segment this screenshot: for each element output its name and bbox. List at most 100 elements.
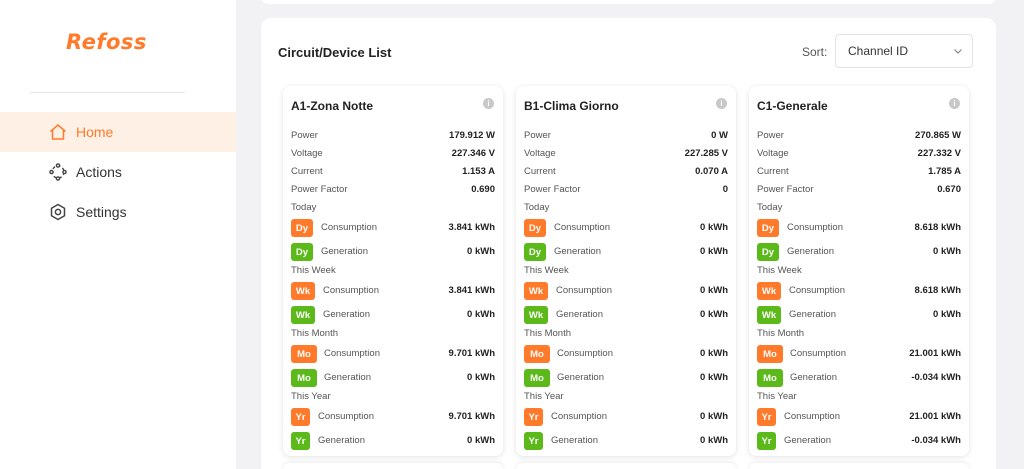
current-label: Current: [524, 166, 556, 177]
year-consumption-value: 9.701 kWh: [448, 411, 495, 422]
today-consumption-row: Dy Consumption 8.618 kWh: [757, 219, 961, 237]
power-factor-label: Power Factor: [757, 184, 814, 195]
power-row: Power 179.912 W: [291, 130, 495, 144]
current-label: Current: [757, 166, 789, 177]
power-value: 270.865 W: [915, 130, 961, 141]
year-generation-row: Yr Generation -0.034 kWh: [757, 432, 961, 450]
year-generation-row: Yr Generation 0 kWh: [291, 432, 495, 450]
month-generation-value: 0 kWh: [700, 372, 728, 383]
actions-icon: [49, 163, 67, 181]
power-factor-value: 0.690: [471, 184, 495, 195]
month-badge: Mo: [291, 345, 317, 363]
today-consumption-value: 8.618 kWh: [914, 222, 961, 233]
day-badge: Dy: [291, 219, 313, 237]
voltage-row: Voltage 227.346 V: [291, 148, 495, 162]
year-heading: This Year: [757, 391, 797, 402]
device-card-next[interactable]: [516, 463, 736, 469]
power-factor-row: Power Factor 0.670: [757, 184, 961, 198]
current-value: 0.070 A: [695, 166, 728, 177]
month-consumption-row: Mo Consumption 21.001 kWh: [757, 345, 961, 363]
today-consumption-value: 0 kWh: [700, 222, 728, 233]
current-value: 1.153 A: [462, 166, 495, 177]
today-generation-row: Dy Generation 0 kWh: [291, 243, 495, 261]
today-consumption-value: 3.841 kWh: [448, 222, 495, 233]
consumption-label: Consumption: [784, 411, 840, 422]
generation-label: Generation: [789, 309, 837, 320]
device-card[interactable]: B1-Clima Giorno i Power 0 W Voltage 227.28…: [516, 86, 736, 456]
year-generation-value: 0 kWh: [467, 435, 495, 446]
day-badge: Dy: [757, 243, 779, 261]
device-card[interactable]: A1-Zona Notte i Power 179.912 W Voltage 22…: [283, 86, 503, 456]
month-generation-row: Mo Generation 0 kWh: [291, 369, 495, 387]
week-heading: This Week: [757, 265, 802, 276]
month-generation-row: Mo Generation 0 kWh: [524, 369, 728, 387]
year-generation-value: 0 kWh: [700, 435, 728, 446]
day-badge: Dy: [757, 219, 779, 237]
generation-label: Generation: [790, 372, 838, 383]
week-badge: Wk: [757, 282, 781, 300]
year-heading: This Year: [524, 391, 564, 402]
generation-label: Generation: [321, 246, 369, 257]
week-badge: Wk: [757, 306, 781, 324]
week-consumption-row: Wk Consumption 3.841 kWh: [291, 282, 495, 300]
year-consumption-row: Yr Consumption 0 kWh: [524, 408, 728, 426]
power-factor-row: Power Factor 0.690: [291, 184, 495, 198]
home-icon: [50, 124, 66, 140]
info-icon[interactable]: i: [949, 98, 960, 109]
sidebar-item-actions[interactable]: Actions: [0, 152, 236, 192]
month-consumption-value: 0 kWh: [700, 348, 728, 359]
month-generation-value: -0.034 kWh: [911, 372, 961, 383]
year-generation-row: Yr Generation 0 kWh: [524, 432, 728, 450]
day-badge: Dy: [524, 219, 546, 237]
info-icon[interactable]: i: [483, 98, 494, 109]
device-card-next[interactable]: [283, 463, 503, 469]
consumption-label: Consumption: [551, 411, 607, 422]
power-row: Power 270.865 W: [757, 130, 961, 144]
info-icon[interactable]: i: [716, 98, 727, 109]
consumption-label: Consumption: [324, 348, 380, 359]
today-heading: Today: [524, 202, 550, 213]
power-value: 179.912 W: [449, 130, 495, 141]
device-card-next[interactable]: [749, 463, 969, 469]
settings-icon: [50, 203, 66, 221]
sort-select[interactable]: Channel ID: [835, 34, 973, 68]
top-panel: [261, 0, 996, 4]
week-generation-row: Wk Generation 0 kWh: [291, 306, 495, 324]
week-consumption-value: 3.841 kWh: [448, 285, 495, 296]
current-row: Current 1.153 A: [291, 166, 495, 180]
week-consumption-value: 0 kWh: [700, 285, 728, 296]
week-consumption-value: 8.618 kWh: [914, 285, 961, 296]
device-name: C1-Generale: [757, 99, 828, 113]
consumption-label: Consumption: [554, 222, 610, 233]
week-generation-value: 0 kWh: [933, 309, 961, 320]
current-row: Current 0.070 A: [524, 166, 728, 180]
device-name: A1-Zona Notte: [291, 99, 373, 113]
day-badge: Dy: [291, 243, 313, 261]
week-badge: Wk: [291, 306, 315, 324]
month-badge: Mo: [291, 369, 317, 387]
power-factor-value: 0: [722, 184, 728, 195]
device-card[interactable]: C1-Generale i Power 270.865 W Voltage 227.…: [749, 86, 969, 456]
sidebar-item-label: Home: [76, 124, 114, 140]
current-label: Current: [291, 166, 323, 177]
year-badge: Yr: [757, 408, 776, 426]
generation-label: Generation: [318, 435, 366, 446]
year-badge: Yr: [291, 408, 310, 426]
voltage-row: Voltage 227.285 V: [524, 148, 728, 162]
sidebar-item-home[interactable]: Home: [0, 112, 236, 152]
sidebar-item-settings[interactable]: Settings: [0, 192, 236, 232]
power-value: 0 W: [711, 130, 728, 141]
current-value: 1.785 A: [928, 166, 961, 177]
consumption-label: Consumption: [318, 411, 374, 422]
sort-select-value: Channel ID: [848, 44, 909, 58]
today-generation-value: 0 kWh: [933, 246, 961, 257]
generation-label: Generation: [554, 246, 602, 257]
power-factor-value: 0.670: [937, 184, 961, 195]
generation-label: Generation: [787, 246, 835, 257]
today-generation-row: Dy Generation 0 kWh: [524, 243, 728, 261]
month-consumption-value: 21.001 kWh: [909, 348, 961, 359]
week-generation-value: 0 kWh: [467, 309, 495, 320]
today-generation-row: Dy Generation 0 kWh: [757, 243, 961, 261]
power-label: Power: [757, 130, 784, 141]
refoss-logo[interactable]: Refoss: [66, 30, 147, 54]
